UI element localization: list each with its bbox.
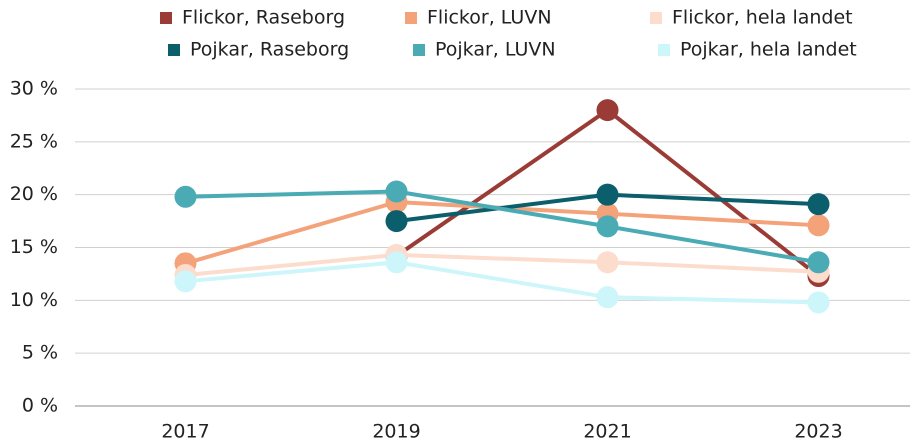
y-tick-label: 30 % — [10, 78, 58, 100]
y-tick-label: 5 % — [22, 342, 58, 364]
point — [174, 185, 197, 208]
legend-label: Pojkar, hela landet — [680, 39, 857, 61]
x-tick-label: 2019 — [372, 421, 420, 443]
legend-swatch — [413, 44, 425, 56]
point — [596, 215, 619, 238]
point — [807, 251, 830, 274]
y-tick-label: 0 % — [22, 395, 58, 417]
legend-label: Flickor, hela landet — [672, 7, 853, 29]
x-tick-label: 2017 — [161, 421, 209, 443]
legend-swatch — [160, 12, 172, 24]
series-line — [185, 189, 819, 265]
x-tick-label: 2023 — [794, 421, 842, 443]
point — [807, 214, 830, 237]
point — [596, 251, 619, 274]
point — [385, 180, 408, 203]
legend-label: Pojkar, Raseborg — [190, 39, 349, 61]
point — [596, 286, 619, 309]
series-line — [185, 252, 819, 277]
point — [596, 183, 619, 206]
legend-label: Flickor, Raseborg — [182, 7, 345, 29]
y-tick-label: 25 % — [10, 130, 58, 152]
legend-label: Flickor, LUVN — [427, 7, 552, 29]
point — [385, 251, 408, 274]
point — [385, 210, 408, 233]
legend-label: Pojkar, LUVN — [435, 39, 556, 61]
legend-swatch — [658, 44, 670, 56]
point — [174, 270, 197, 293]
legend-swatch — [168, 44, 180, 56]
x-tick-label: 2021 — [583, 421, 631, 443]
series-line — [185, 260, 819, 305]
series-line — [184, 200, 819, 266]
point — [807, 193, 830, 216]
point — [596, 99, 619, 122]
y-tick-label: 20 % — [10, 183, 58, 205]
y-tick-label: 10 % — [10, 289, 58, 311]
legend-swatch — [650, 12, 662, 24]
point — [807, 291, 830, 314]
y-tick-label: 15 % — [10, 236, 58, 258]
legend-swatch — [405, 12, 417, 24]
